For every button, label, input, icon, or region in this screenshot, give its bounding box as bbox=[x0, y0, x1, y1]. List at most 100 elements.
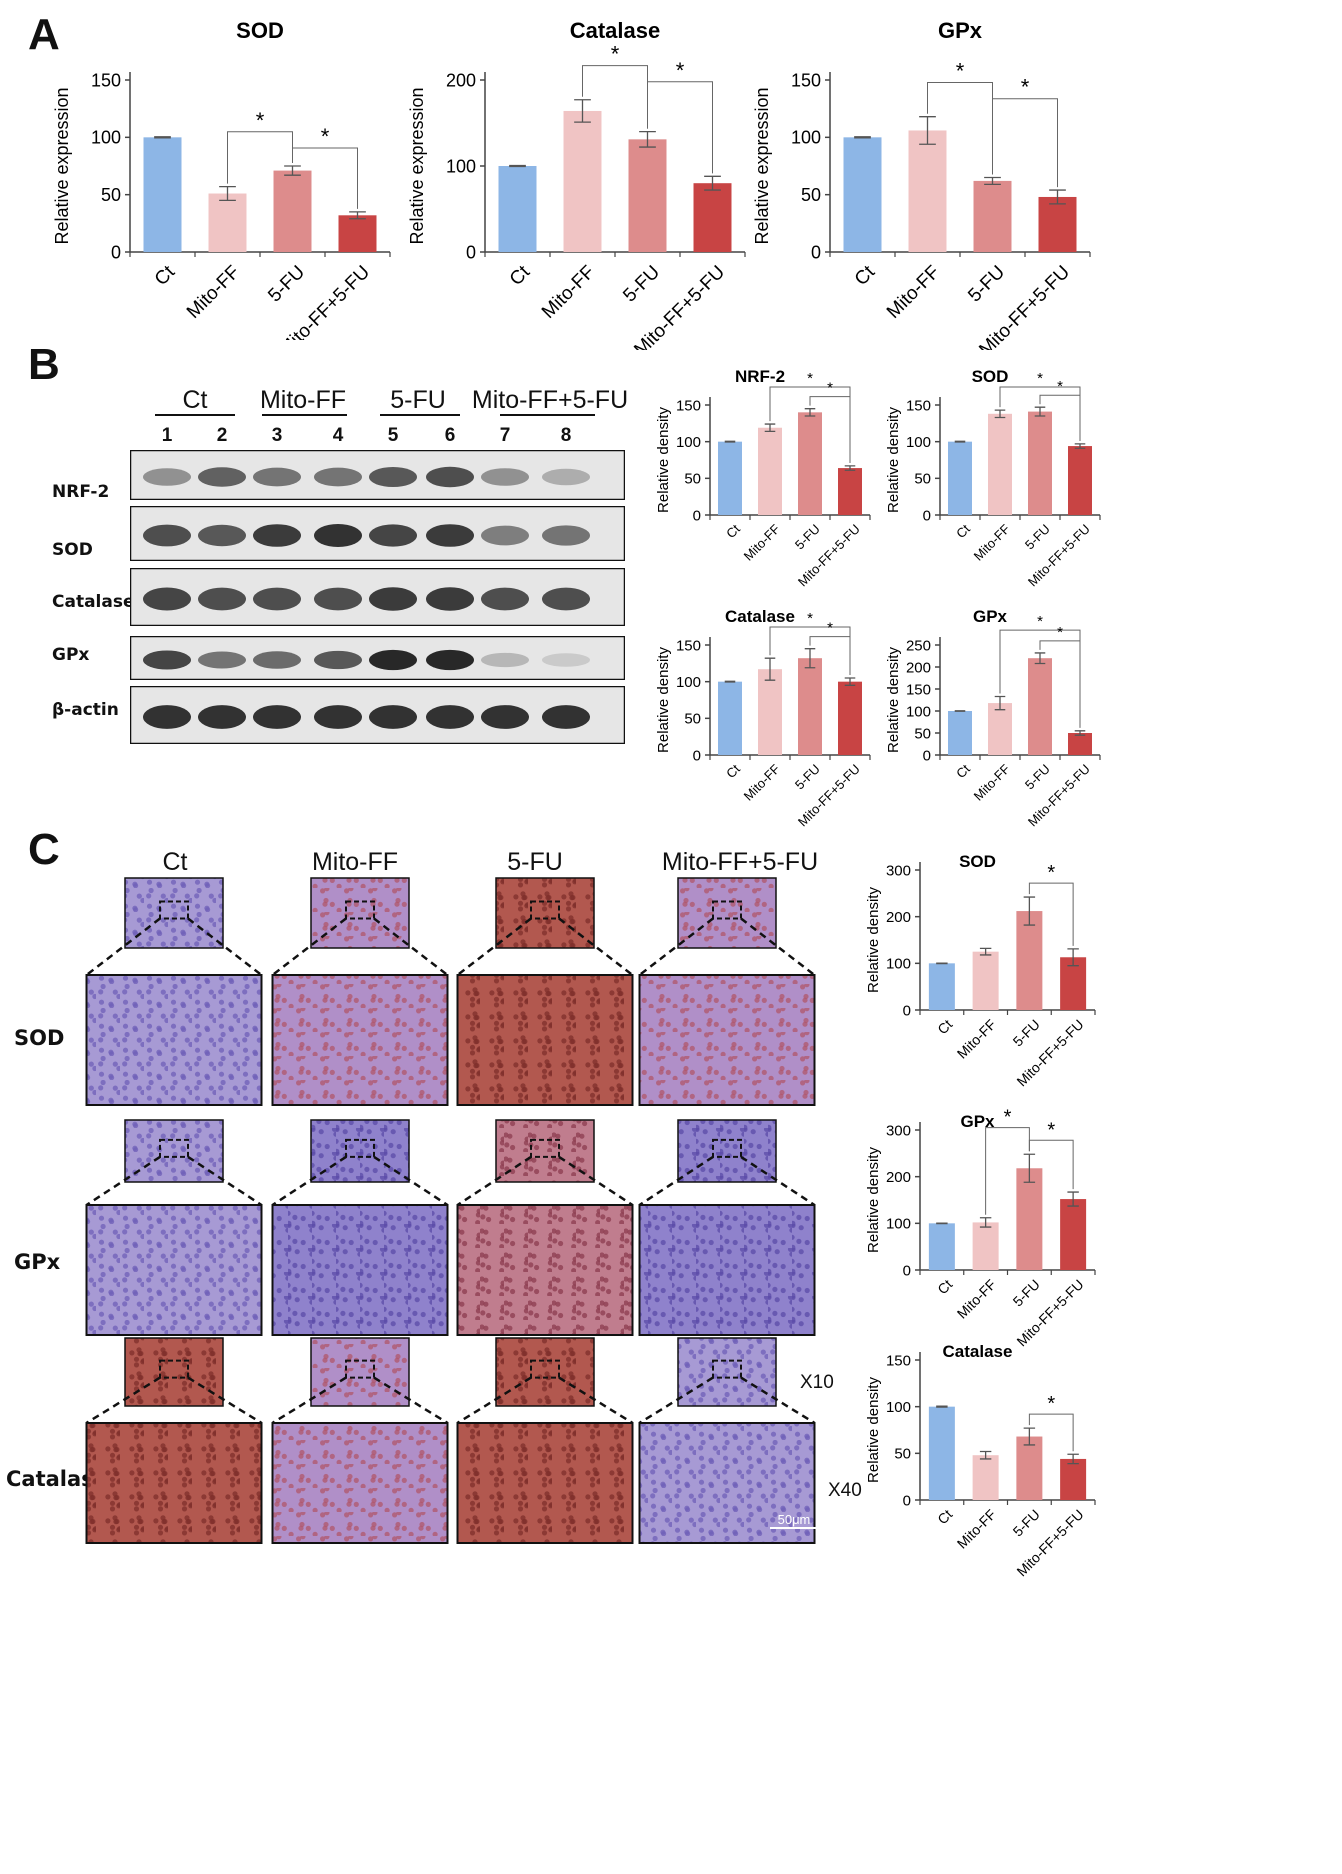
y-axis-label: Relative density bbox=[885, 407, 902, 513]
zoom-box bbox=[530, 900, 560, 920]
bar-mito-ff bbox=[972, 1222, 999, 1270]
group-underline bbox=[380, 414, 460, 416]
y-axis-label: Relative expression bbox=[52, 87, 72, 244]
chart-title: Catalase bbox=[570, 20, 661, 43]
zoom-line bbox=[187, 917, 263, 976]
ihc-row-label: GPx bbox=[14, 1250, 61, 1274]
ihc-thumbnail bbox=[677, 1119, 777, 1183]
magnification-high: X40 bbox=[828, 1480, 862, 1501]
blot-band bbox=[481, 587, 529, 611]
zoom-line bbox=[85, 1376, 161, 1425]
significance-star: * bbox=[827, 380, 833, 397]
error-bar bbox=[1034, 652, 1046, 665]
y-tick-label: 150 bbox=[906, 681, 931, 698]
bar-5-fu bbox=[1028, 411, 1052, 515]
zoom-box bbox=[712, 1359, 742, 1379]
significance-star: * bbox=[956, 58, 965, 83]
blot-group-label: Ct bbox=[182, 386, 208, 414]
blot-band bbox=[542, 705, 590, 729]
bar-ct bbox=[498, 166, 537, 252]
zoom-line bbox=[638, 1155, 714, 1207]
bar-mito-ff bbox=[988, 703, 1012, 755]
zoom-box bbox=[159, 1359, 189, 1379]
error-bar bbox=[574, 99, 591, 123]
ihc-micrograph bbox=[456, 974, 634, 1106]
y-tick-label: 0 bbox=[923, 507, 931, 524]
group-underline bbox=[155, 414, 235, 416]
significance-bracket bbox=[992, 98, 1058, 188]
blot-band bbox=[426, 705, 474, 729]
blot-band bbox=[542, 525, 590, 546]
y-tick-label: 50 bbox=[684, 471, 701, 488]
error-bar bbox=[979, 1217, 992, 1228]
blot-band bbox=[314, 524, 362, 547]
zoom-box bbox=[159, 1138, 189, 1158]
y-tick-label: 100 bbox=[446, 156, 476, 176]
zoom-line bbox=[271, 1155, 347, 1207]
x-tick-label: 5-FU bbox=[1010, 1506, 1043, 1539]
ihc-column-label: 5-FU bbox=[507, 848, 563, 876]
blot-band bbox=[253, 651, 301, 669]
zoom-box bbox=[345, 1138, 375, 1158]
y-axis-label: Relative expression bbox=[752, 87, 772, 244]
blot-band bbox=[481, 652, 529, 668]
error-bar bbox=[509, 164, 526, 168]
chart-title: Catalase bbox=[725, 607, 795, 626]
blot-band bbox=[426, 649, 474, 671]
blot-row-label: NRF-2 bbox=[52, 482, 110, 502]
y-axis-label: Relative density bbox=[655, 647, 672, 753]
y-tick-label: 0 bbox=[693, 747, 701, 764]
bar-mito-ff bbox=[988, 413, 1012, 515]
bar-ct bbox=[718, 441, 742, 515]
lane-number: 3 bbox=[271, 425, 283, 446]
y-tick-label: 150 bbox=[91, 70, 121, 90]
blot-band bbox=[481, 525, 529, 546]
y-tick-label: 0 bbox=[923, 747, 931, 764]
zoom-line bbox=[456, 1155, 532, 1207]
error-bar bbox=[1074, 443, 1086, 449]
y-tick-label: 50 bbox=[101, 185, 121, 205]
y-tick-label: 150 bbox=[791, 70, 821, 90]
y-tick-label: 100 bbox=[906, 434, 931, 451]
significance-bracket bbox=[1039, 394, 1081, 441]
ihc-row-label: SOD bbox=[14, 1026, 65, 1050]
y-tick-label: 100 bbox=[676, 434, 701, 451]
chart-title: SOD bbox=[959, 852, 996, 871]
blot-band bbox=[369, 467, 417, 487]
y-tick-label: 100 bbox=[791, 128, 821, 148]
bar-5-fu bbox=[273, 170, 312, 252]
error-bar bbox=[936, 1405, 948, 1408]
zoom-line bbox=[558, 1155, 634, 1207]
error-bar bbox=[804, 648, 816, 669]
y-axis-label: Relative density bbox=[865, 1377, 882, 1483]
bar-ct bbox=[928, 963, 955, 1010]
ihc-column-label: Ct bbox=[162, 848, 188, 876]
significance-bracket bbox=[1039, 640, 1081, 728]
y-tick-label: 50 bbox=[801, 185, 821, 205]
significance-star: * bbox=[321, 124, 330, 149]
chart-title: SOD bbox=[236, 20, 284, 43]
blot-group-label: 5-FU bbox=[390, 386, 446, 414]
x-tick-label: Ct bbox=[953, 761, 973, 781]
x-tick-label: 5-FU bbox=[1010, 1276, 1043, 1309]
zoom-box bbox=[712, 900, 742, 920]
blot-band bbox=[198, 467, 246, 487]
zoom-line bbox=[740, 1376, 816, 1425]
scale-bar: 50μm bbox=[770, 1512, 818, 1529]
x-tick-label: Mito-FF bbox=[954, 1016, 999, 1061]
significance-bracket bbox=[1028, 882, 1074, 946]
lane-number: 7 bbox=[499, 425, 511, 446]
x-tick-label: Mito-FF bbox=[971, 761, 1013, 803]
y-tick-label: 300 bbox=[886, 1122, 911, 1139]
significance-star: * bbox=[676, 58, 685, 83]
error-bar bbox=[854, 136, 871, 139]
blot-strip bbox=[130, 636, 625, 680]
significance-star: * bbox=[1004, 1107, 1012, 1129]
bar-5-fu bbox=[628, 139, 667, 252]
x-tick-label: Mito-FF bbox=[883, 262, 944, 323]
bar-mito-ff-5-fu bbox=[1068, 446, 1092, 515]
ihc-micrograph bbox=[271, 1204, 449, 1336]
y-tick-label: 100 bbox=[886, 1216, 911, 1233]
significance-star: * bbox=[1057, 624, 1063, 641]
